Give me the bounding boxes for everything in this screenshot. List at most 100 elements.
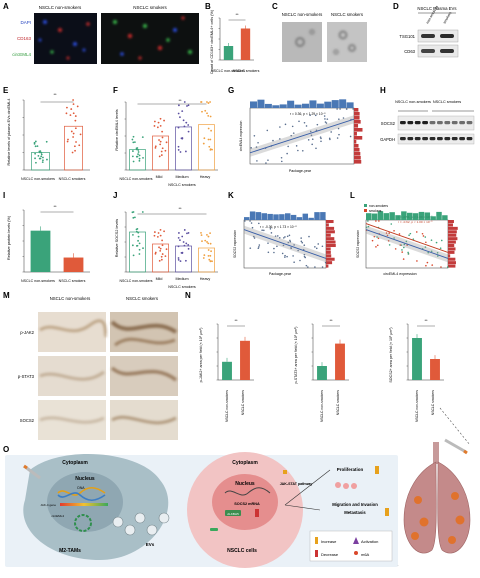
E-dot-2-14	[78, 144, 81, 147]
G-hist-top-4	[279, 104, 287, 108]
panel-j-letter: J	[113, 191, 117, 200]
F-dot-2-19	[161, 147, 164, 150]
G-point-23	[257, 141, 259, 144]
J-bar-1	[129, 231, 146, 273]
J-dot-1-10	[132, 254, 135, 257]
L-hist-top-2	[377, 211, 384, 220]
panel-n-sig3: **	[424, 318, 428, 323]
panel-o-jak: JAK-4 gene	[40, 503, 56, 507]
F-dot-3-19	[179, 116, 181, 119]
panel-l-legend-swatch1	[364, 204, 367, 207]
panel-o-letter: O	[3, 445, 9, 454]
F-dot-1-18	[137, 153, 139, 155]
panel-e-cat1: NSCLC non-smokers	[21, 177, 55, 181]
panel-e-chart	[22, 99, 90, 171]
K-hist-top-11	[308, 217, 314, 220]
legend-activation-arrow	[353, 537, 359, 544]
panel-b-cat1: NSCLC non-smokers	[211, 69, 245, 73]
panel-m-col1: NSCLC non-smokers	[50, 296, 91, 301]
F-dot-1-12	[132, 150, 134, 152]
F-dot-1-13	[142, 156, 144, 159]
L-point-43	[375, 220, 377, 222]
G-point-0	[325, 122, 328, 124]
panel-n-cat1a: NSCLC non-smokers	[225, 390, 229, 422]
J-dot-2-13	[158, 259, 161, 262]
panel-c-col1: NSCLC non-smokers	[282, 12, 323, 17]
panel-a-ch-circeml4: circEML4	[12, 52, 31, 57]
panel-m-row1: p-JAK2	[20, 330, 34, 335]
panel-i-chart	[22, 209, 90, 273]
panel-k-stat: r = -0.36, p < 1.73 × 10⁻⁵	[260, 225, 297, 229]
L-point-50	[407, 253, 410, 255]
J-dot-4-3	[209, 242, 212, 245]
F-dot-1-10	[132, 160, 135, 163]
J-dot-1-17	[135, 245, 138, 247]
L-point-11	[376, 244, 379, 247]
panel-d-row1: TSG101	[399, 34, 415, 39]
L-point-44	[430, 250, 433, 253]
panel-n-chart	[216, 323, 444, 381]
panel-m-row2: p-STAT3	[18, 374, 35, 379]
panel-i-cat2: NSCLC smokers	[59, 279, 86, 283]
legend-m6a-dot	[354, 551, 358, 555]
dna-helix-2	[57, 492, 106, 502]
J-dot-3-5	[186, 232, 188, 235]
E-dot-2-4	[79, 133, 82, 136]
panel-l-stat2: r = -0.62, p < 1.00 × 10⁻⁵	[398, 220, 433, 224]
J-dot-3-17	[183, 244, 186, 247]
G-point-43	[292, 132, 295, 134]
G-hist-top-7	[302, 103, 310, 108]
J-dot-4-11	[207, 254, 210, 257]
panel-m-col2: NSCLC smokers	[126, 296, 158, 301]
J-dot-3-3	[179, 260, 182, 263]
G-point-1	[336, 108, 338, 110]
panel-d-col2: smokers	[442, 11, 452, 25]
K-hist-right-8	[326, 247, 331, 251]
F-dot-1-5	[133, 141, 136, 144]
E-dot-2-9	[66, 140, 69, 143]
panel-h-socs2-band-5	[437, 121, 443, 125]
G-point-4	[330, 131, 332, 133]
K-point-38	[249, 220, 251, 222]
E-dot-1-12	[34, 152, 37, 155]
F-dot-4-5	[206, 101, 208, 103]
L-point-27	[387, 240, 390, 242]
G-hist-right-6	[354, 132, 357, 136]
J-dot-1-11	[141, 211, 144, 213]
G-point-25	[319, 136, 322, 138]
L-point-55	[399, 244, 402, 246]
L-hist-right-5	[448, 237, 458, 241]
L-hist-top-10	[424, 212, 431, 220]
K-point-24	[251, 226, 254, 229]
G-hist-right-13	[354, 160, 362, 164]
panel-n-cat2a: NSCLC non-smokers	[320, 390, 324, 422]
G-point-19	[286, 152, 288, 155]
panel-b-chart	[218, 17, 254, 61]
K-point-53	[258, 246, 260, 248]
panel-m: M NSCLC non-smokers NSCLC smokers p-JAK2…	[3, 291, 178, 440]
panel-g-stat: r = 0.36, p < 1.29 × 10⁻⁵	[290, 112, 326, 116]
F-dot-2-0	[160, 154, 163, 156]
panel-o-pathway: JAK-STAT pathway	[280, 482, 313, 486]
panel-n-ylabel3: SOCS2+ area per field (× 10³ μm²)	[389, 327, 393, 382]
E-dot-2-3	[74, 127, 77, 130]
J-dot-4-10	[206, 241, 208, 243]
L-point-47	[401, 251, 404, 253]
G-hist-right-9	[354, 144, 359, 148]
J-dot-4-5	[206, 233, 208, 236]
panel-e-sig: **	[53, 92, 57, 97]
panel-h-gapdh-band-1	[407, 137, 414, 141]
panel-f-cat2: Mild	[156, 175, 163, 179]
panel-n-sig2: **	[329, 318, 333, 323]
K-point-1	[270, 232, 273, 234]
E-dot-2-16	[70, 108, 73, 110]
J-dot-2-1	[159, 228, 162, 231]
F-dot-4-16	[207, 127, 210, 130]
L-point-51	[371, 239, 374, 242]
F-dot-4-7	[209, 101, 211, 103]
panel-j-ylabel: Relative SOCS2 levels	[115, 219, 119, 258]
G-point-59	[303, 121, 306, 124]
panel-g-xlabel: Package-year	[289, 169, 312, 173]
K-point-34	[324, 261, 327, 264]
